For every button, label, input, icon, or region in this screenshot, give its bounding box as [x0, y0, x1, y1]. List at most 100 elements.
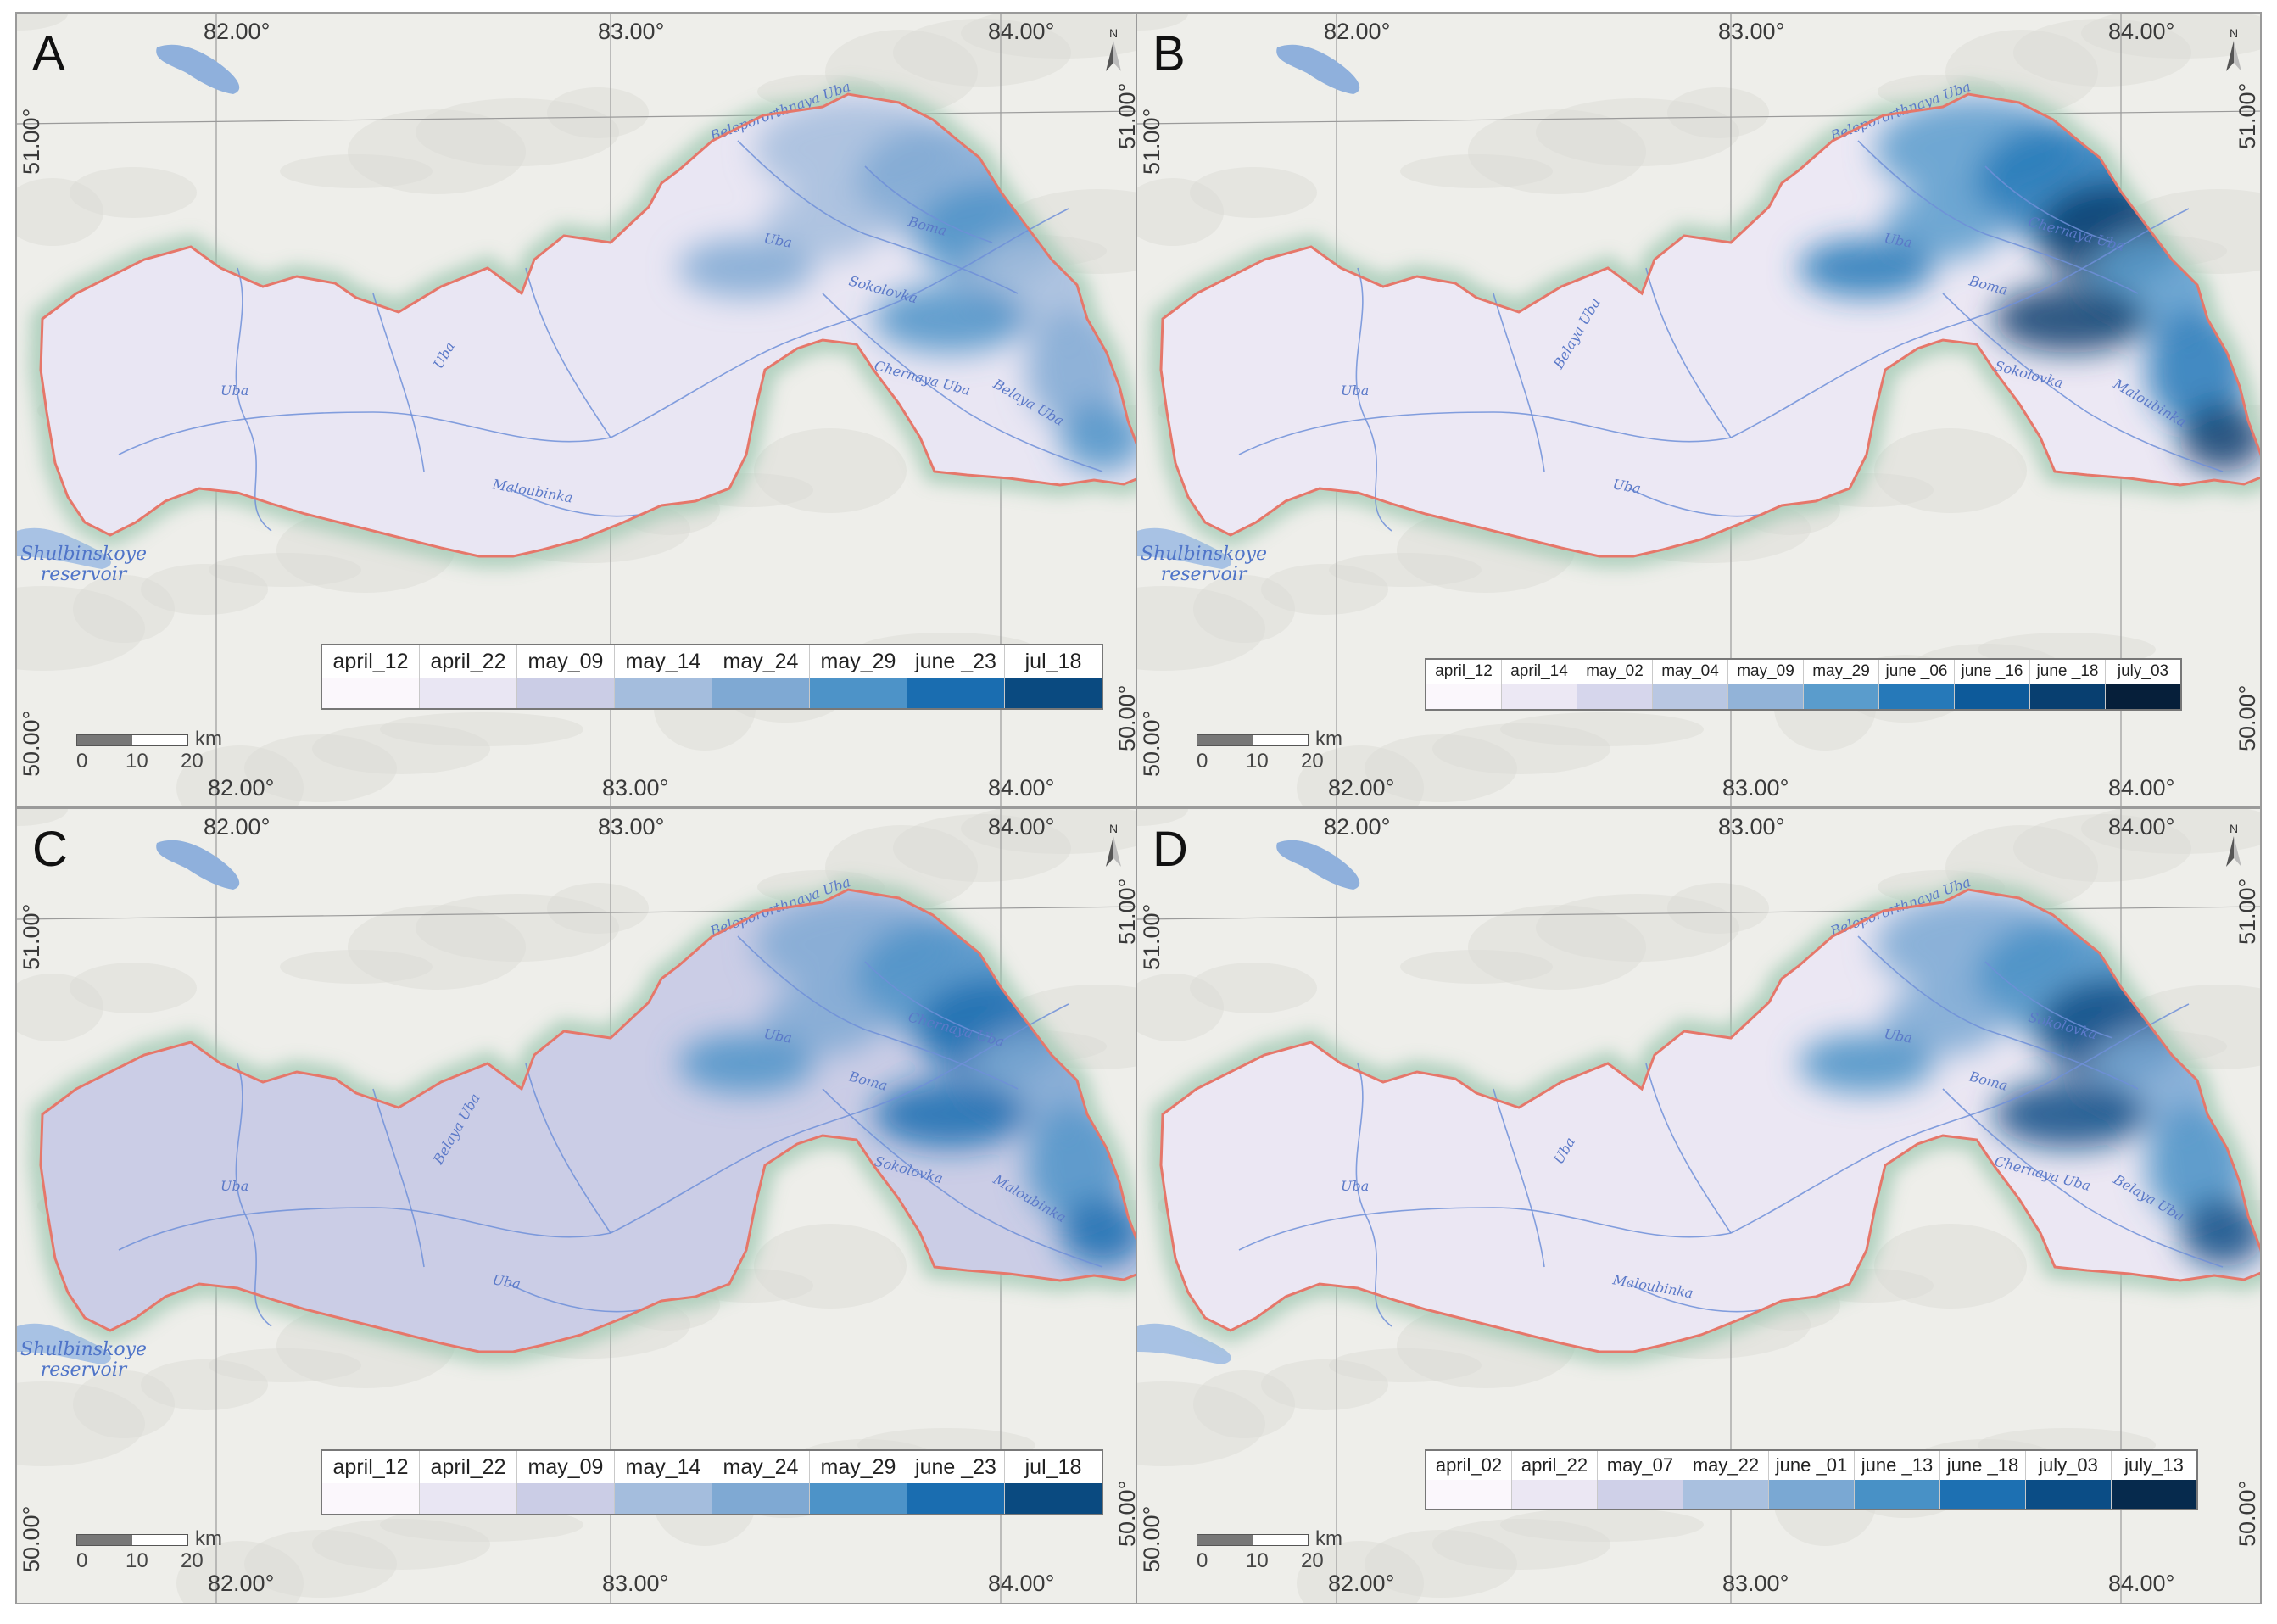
- legend-swatch: [1683, 1480, 1768, 1509]
- scale-tick: 0: [1197, 1549, 1208, 1572]
- legend-swatch: [1769, 1480, 1854, 1509]
- scale-bar: km 0 10 20: [76, 728, 222, 773]
- legend-entry: july_03: [2106, 660, 2180, 709]
- legend-label: may_14: [615, 1451, 712, 1483]
- river-line: [1942, 293, 2224, 472]
- svg-text:N: N: [1109, 26, 1118, 40]
- left-coordinate-label: 50.00°: [19, 710, 44, 777]
- north-arrow-icon: N: [1106, 26, 1121, 71]
- legend-label: june _23: [907, 645, 1004, 678]
- river-line: [737, 140, 1019, 294]
- legend: april_02 april_22 may_07 may_22 june _01 june…: [1425, 1449, 2198, 1510]
- legend-label: may_09: [517, 1451, 614, 1483]
- right-coordinate-label: 51.00°: [2235, 878, 2260, 945]
- river-line: [508, 488, 645, 517]
- legend-label: may_07: [1598, 1451, 1683, 1480]
- legend-label: may_22: [1683, 1451, 1768, 1480]
- bottom-coordinate-label: 82.00°: [1328, 1571, 1395, 1596]
- bottom-coordinate-label: 82.00°: [1328, 775, 1395, 801]
- river-line: [610, 1003, 1069, 1234]
- legend-swatch: [2026, 1480, 2111, 1509]
- river-line: [864, 165, 993, 243]
- scale-tick: 0: [76, 750, 88, 773]
- reservoir-shape: [17, 1323, 111, 1364]
- river-line: [737, 935, 1019, 1090]
- legend-swatch: [1005, 678, 1102, 708]
- left-coordinate-label: 50.00°: [19, 1505, 44, 1572]
- map-canvas: Belopororthnaya UbaUbaSokolovkaBomaChern…: [17, 14, 1140, 806]
- legend-entry: jul_18: [1005, 645, 1102, 708]
- top-coordinate-label: 83.00°: [598, 19, 665, 44]
- scale-unit: km: [195, 1527, 222, 1550]
- legend: april_12 april_14 may_02 may_04 may_09 may_29…: [1425, 658, 2182, 711]
- scale-tick: 0: [76, 1549, 88, 1572]
- bottom-coordinate-label: 83.00°: [1722, 1571, 1789, 1596]
- legend-label: april_12: [322, 645, 419, 678]
- graticule-51: [17, 110, 1140, 125]
- bottom-coordinate-label: 84.00°: [988, 1571, 1055, 1596]
- legend-entry: july_03: [2026, 1451, 2112, 1509]
- river-line: [1355, 267, 1392, 532]
- legend-label: may_29: [1804, 660, 1878, 684]
- scale-bar: km 0 10 20: [1197, 1527, 1342, 1573]
- north-arrow-icon: N: [2226, 26, 2241, 71]
- reservoir-shape: [1137, 527, 1231, 569]
- scale-tick: 10: [126, 750, 148, 773]
- legend-entry: june _01: [1769, 1451, 1855, 1509]
- top-coordinate-label: 83.00°: [598, 814, 665, 840]
- scale-tick: 10: [1246, 1549, 1269, 1572]
- legend-entry: may_29: [810, 645, 907, 708]
- legend-entry: june _23: [907, 1451, 1005, 1514]
- legend-swatch: [2106, 684, 2180, 709]
- legend-swatch: [420, 678, 516, 708]
- bottom-coordinate-label: 83.00°: [1722, 775, 1789, 801]
- right-coordinate-label: 50.00°: [2235, 1480, 2260, 1547]
- panel-letter: A: [32, 26, 65, 81]
- legend-label: april_12: [322, 1451, 419, 1483]
- river-line: [235, 267, 272, 532]
- river-line: [1730, 1003, 2190, 1234]
- legend-entry: april_14: [1502, 660, 1577, 709]
- legend-label: may_09: [517, 645, 614, 678]
- bottom-coordinate-label: 84.00°: [2108, 1571, 2175, 1596]
- top-coordinate-label: 82.00°: [1324, 19, 1391, 44]
- river-line: [1857, 935, 2139, 1090]
- river-line: [1628, 1283, 1766, 1313]
- river-label: Uba: [1341, 382, 1369, 399]
- legend-label: july_03: [2106, 660, 2180, 684]
- legend-label: may_09: [1728, 660, 1803, 684]
- river-line: [1645, 267, 1732, 438]
- river-line: [1628, 488, 1766, 517]
- top-coordinate-label: 83.00°: [1718, 814, 1785, 840]
- right-coordinate-label: 50.00°: [2235, 684, 2260, 751]
- legend-swatch: [322, 1483, 419, 1514]
- left-coordinate-label: 51.00°: [19, 108, 44, 175]
- graticule-51: [17, 906, 1140, 920]
- legend-entry: may_09: [517, 1451, 615, 1514]
- legend-swatch: [1502, 684, 1577, 709]
- legend-label: july_13: [2112, 1451, 2196, 1480]
- basin-outline: [1159, 888, 2260, 1353]
- legend-entry: may_14: [615, 1451, 712, 1514]
- top-coordinate-label: 84.00°: [2108, 19, 2175, 44]
- panel-letter: D: [1152, 822, 1188, 877]
- reservoir-label: Shulbinskoye reservoir: [20, 544, 148, 585]
- river-line: [1355, 1063, 1392, 1327]
- left-coordinate-label: 51.00°: [19, 903, 44, 970]
- reservoir-shape: [1137, 1323, 1231, 1364]
- map-panel-d: Belopororthnaya Uba Uba Boma Sokolovka Chern…: [1136, 807, 2262, 1604]
- river-line: [1493, 293, 1545, 472]
- legend-entry: june _13: [1855, 1451, 1940, 1509]
- legend-entry: jul_18: [1005, 1451, 1102, 1514]
- legend-label: july_03: [2026, 1451, 2111, 1480]
- top-coordinate-label: 82.00°: [204, 814, 271, 840]
- legend-swatch: [2112, 1480, 2196, 1509]
- scale-bar: km 0 10 20: [76, 1527, 222, 1573]
- legend-swatch: [1005, 1483, 1102, 1514]
- legend-label: may_29: [810, 645, 907, 678]
- legend-label: june _01: [1769, 1451, 1854, 1480]
- basin-outline: [39, 92, 1140, 558]
- river-line: [1984, 165, 2113, 243]
